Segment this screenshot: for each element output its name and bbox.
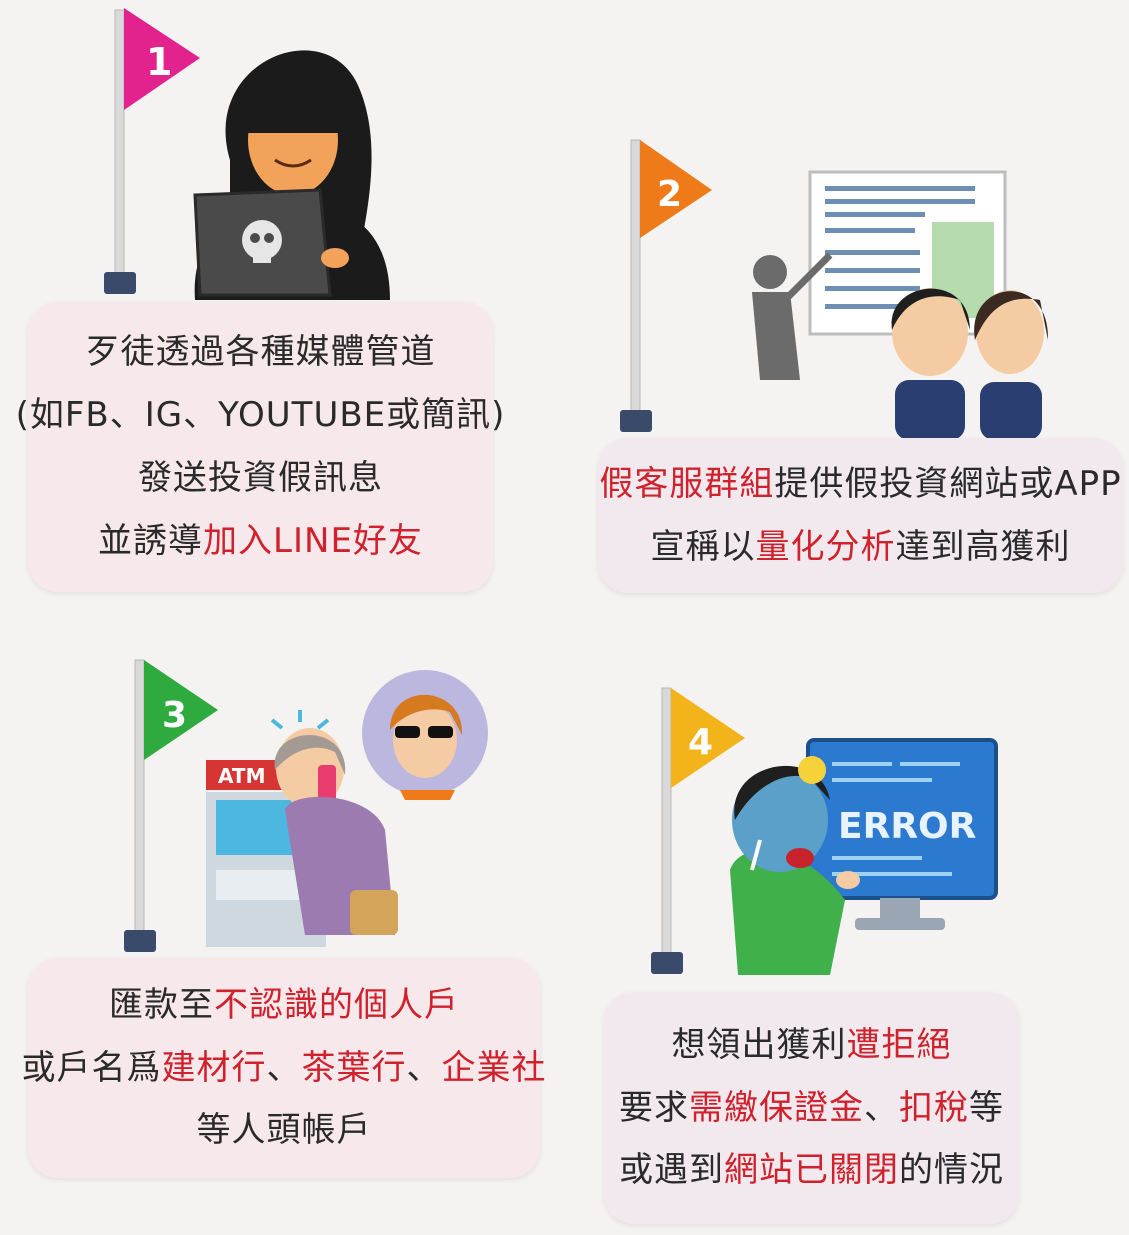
flag-3: 3 — [124, 659, 218, 952]
flag-number-1: 1 — [146, 40, 172, 84]
flag-2: 2 — [620, 139, 712, 432]
step-1-line-1: 歹徒透過各種媒體管道 — [85, 332, 436, 373]
step-2-card: 假客服群組提供假投資網站或APP 宣稱以量化分析達到高獲利 — [598, 438, 1123, 593]
step-4-line-1: 想領出獲利遭拒絕 — [671, 1024, 952, 1065]
step-3-card: 匯款至不認識的個人戶 或戶名爲建材行、茶葉行、企業社 等人頭帳戶 — [22, 958, 546, 1178]
step-4-line-3: 或遇到網站已關閉的情況 — [619, 1150, 1004, 1191]
step-1-line-3: 發送投資假訊息 — [138, 458, 383, 498]
hacker-illustration — [193, 50, 390, 300]
flag-number-4: 4 — [688, 722, 713, 763]
flag-4: 4 — [651, 687, 745, 974]
flag-1: 1 — [104, 8, 200, 294]
error-illustration: ERROR — [730, 738, 998, 975]
flag-number-3: 3 — [162, 695, 187, 736]
step-1-line-2: (如FB、IG、YOUTUBE或簡訊) — [15, 395, 506, 436]
atm-label: ATM — [218, 764, 265, 788]
step-2-line-2: 宣稱以量化分析達到高獲利 — [650, 526, 1071, 567]
step-3-line-1: 匯款至不認識的個人戶 — [109, 984, 459, 1025]
step-4-card: 想領出獲利遭拒絕 要求需繳保證金、扣稅等 或遇到網站已關閉的情況 — [604, 992, 1019, 1224]
step-2-line-1: 假客服群組提供假投資網站或APP — [599, 463, 1122, 504]
step-1-line-4: 並誘導加入LINE好友 — [98, 520, 423, 561]
atm-illustration: ATM — [206, 670, 488, 947]
step-4-line-2: 要求需繳保證金、扣稅等 — [619, 1087, 1004, 1128]
error-screen-text: ERROR — [838, 806, 976, 847]
step-3-line-3: 等人頭帳戶 — [196, 1110, 372, 1151]
step-3-line-2: 或戶名爲建材行、茶葉行、企業社 — [21, 1047, 547, 1088]
whiteboard-illustration — [752, 170, 1049, 440]
step-1-card: 歹徒透過各種媒體管道 (如FB、IG、YOUTUBE或簡訊) 發送投資假訊息 並… — [16, 302, 504, 592]
flag-number-2: 2 — [657, 174, 682, 215]
